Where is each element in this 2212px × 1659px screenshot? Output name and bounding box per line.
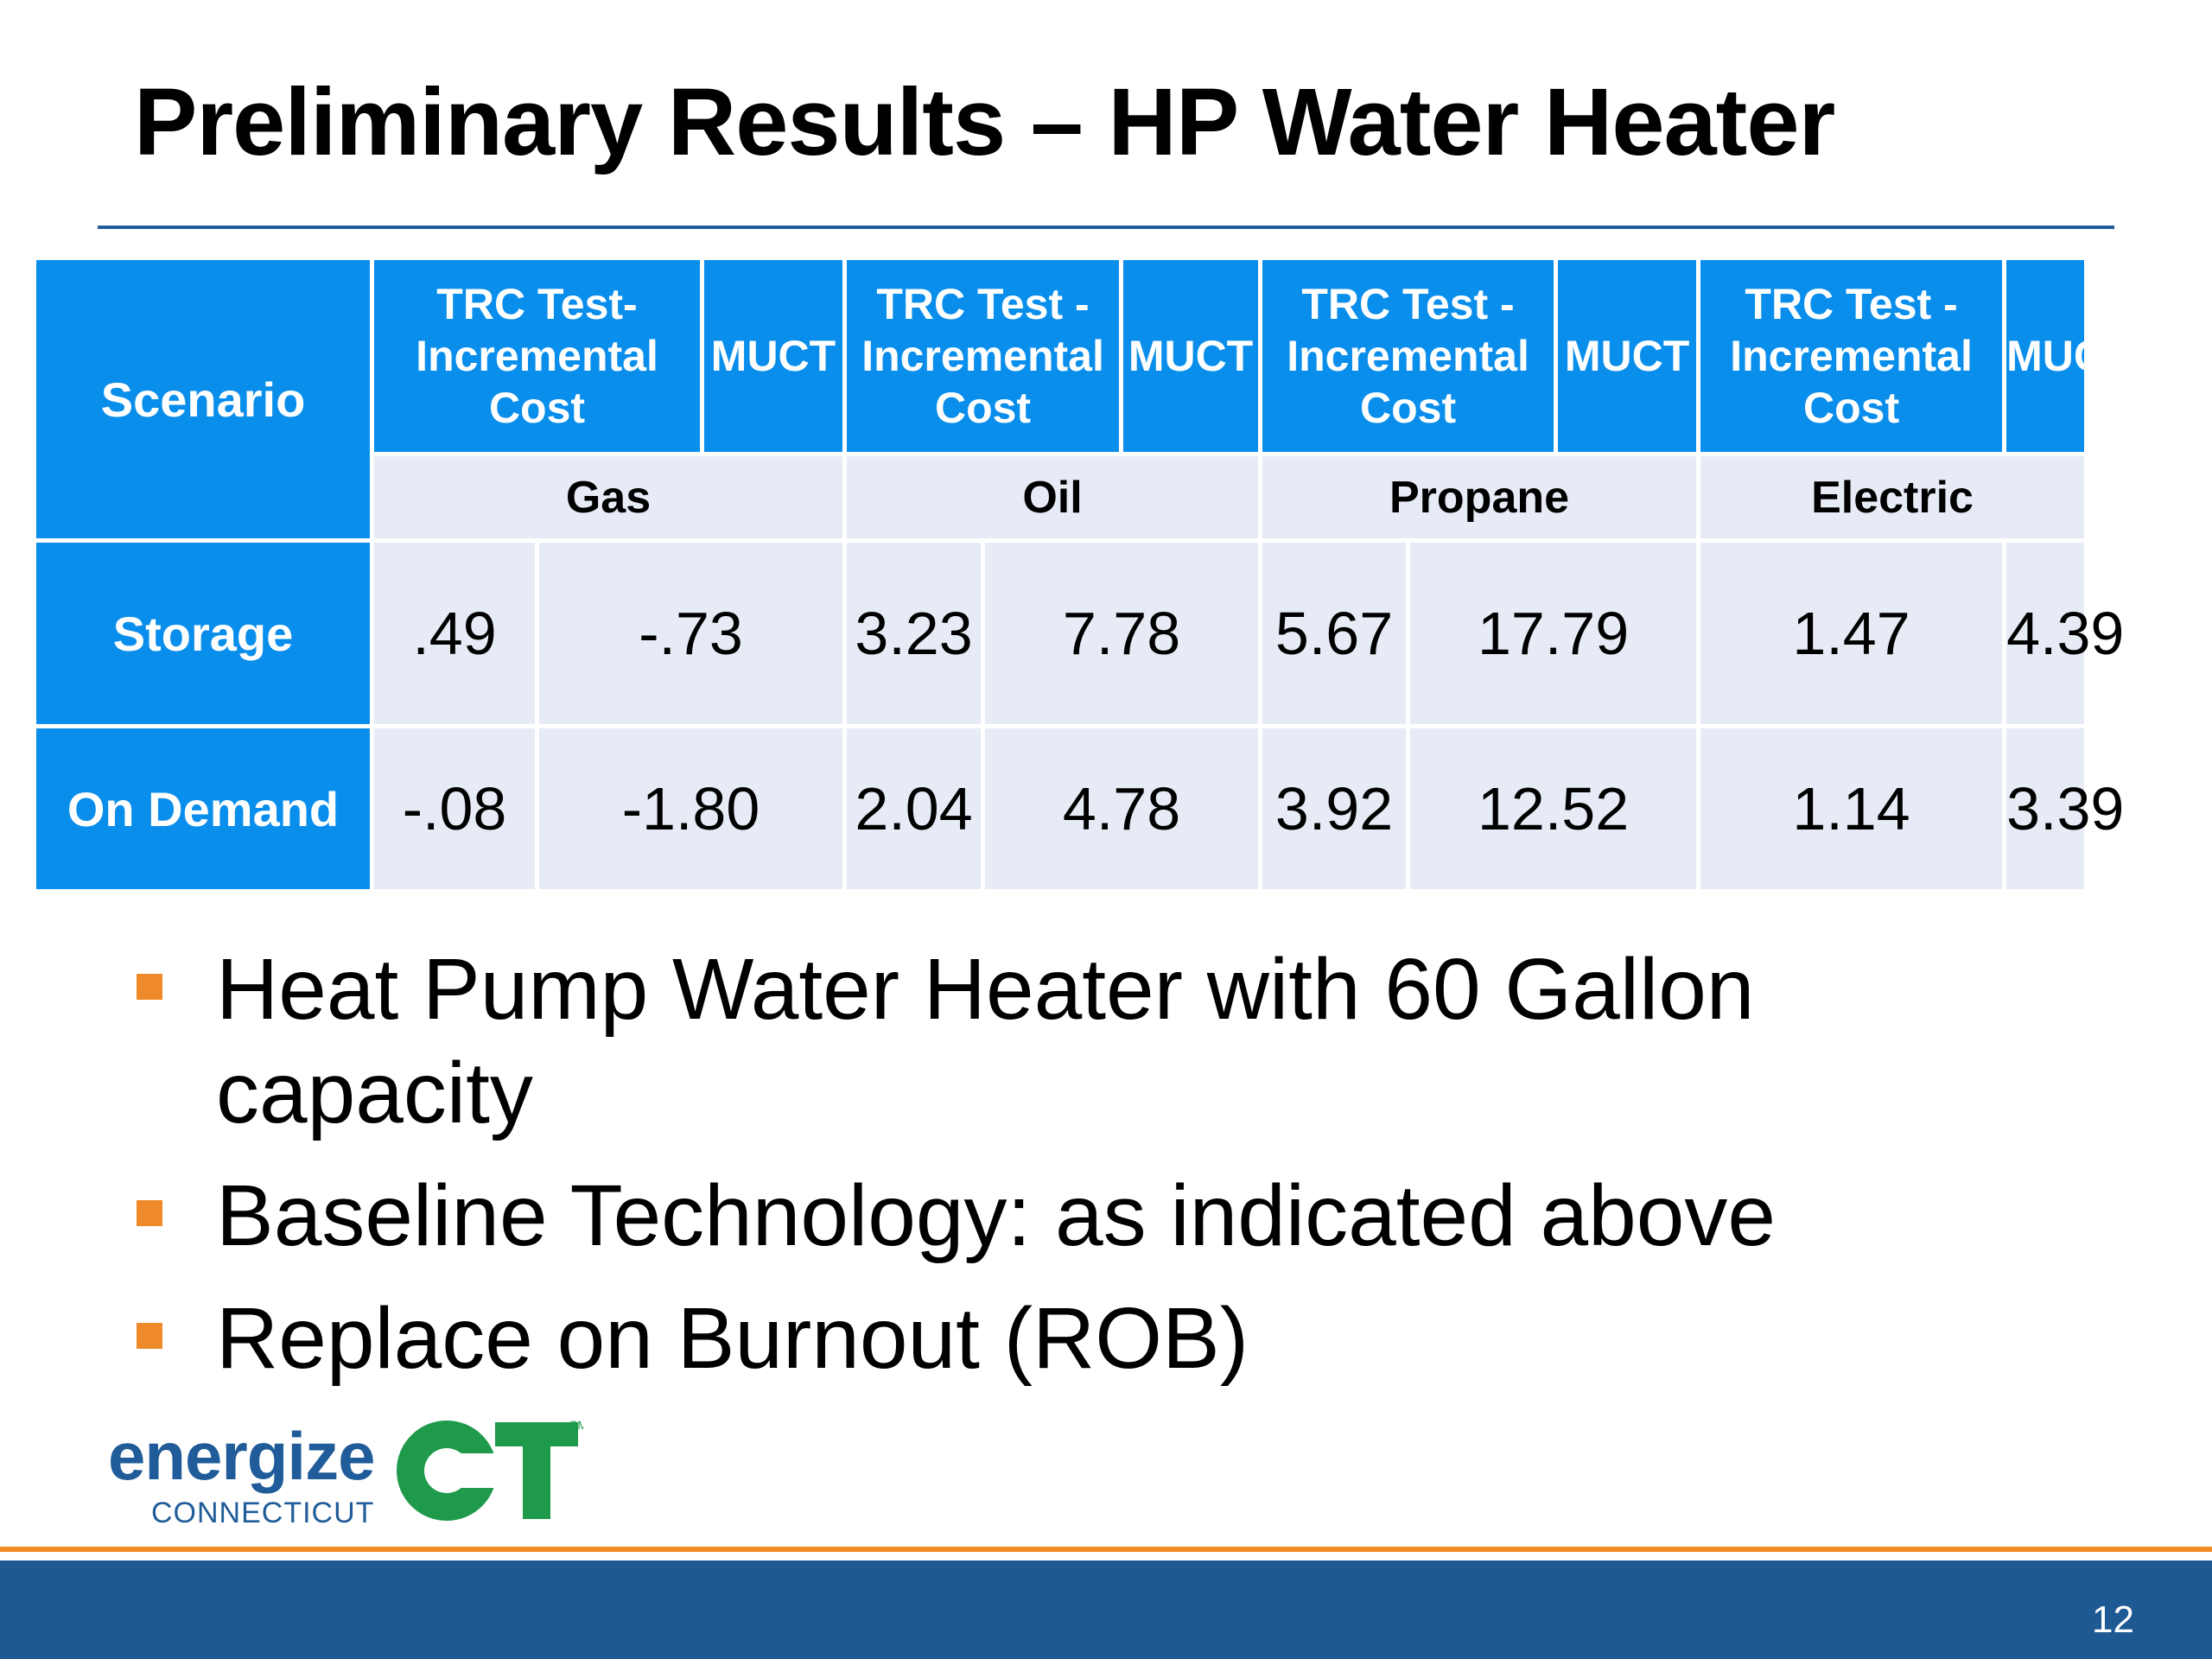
row-label-on-demand: On Demand: [36, 728, 370, 889]
bullet-list: Heat Pump Water Heater with 60 Gallon ca…: [130, 938, 1858, 1409]
bullet-item: Baseline Technology: as indicated above: [130, 1164, 1858, 1268]
results-table: Scenario TRC Test- Incremental Cost MUCT…: [32, 256, 2131, 893]
bullet-item: Heat Pump Water Heater with 60 Gallon ca…: [130, 938, 1858, 1145]
logo-sm-mark: SM: [569, 1418, 583, 1432]
fuel-header-electric: Electric: [1700, 456, 2084, 538]
title-divider: [98, 226, 2114, 229]
ct-logo-mark: SM: [397, 1418, 583, 1521]
fuel-header-gas: Gas: [374, 456, 843, 538]
cell-storage-electric-muct: 4.39: [2006, 543, 2124, 724]
cell-ondemand-gas-trc: -.08: [374, 728, 535, 889]
logo-wordmark: energize: [108, 1418, 375, 1494]
cell-storage-propane-muct: 17.79: [1410, 543, 1697, 724]
electric-muct-header: MUCT: [2006, 260, 2131, 452]
gas-trc-header: TRC Test- Incremental Cost: [374, 260, 701, 452]
cell-ondemand-oil-muct: 4.78: [985, 728, 1259, 889]
slide-title: Preliminary Results – HP Water Heater: [134, 69, 1835, 175]
square-bullet-icon: [137, 974, 162, 1000]
cell-storage-propane-trc: 5.67: [1262, 543, 1407, 724]
cell-ondemand-propane-muct: 12.52: [1410, 728, 1697, 889]
cell-storage-oil-trc: 3.23: [847, 543, 982, 724]
energize-ct-logo: energize CONNECTICUT SM: [108, 1417, 592, 1590]
propane-trc-header: TRC Test - Incremental Cost: [1262, 260, 1554, 452]
table-row: On Demand -.08 -1.80 2.04 4.78 3.92 12.5…: [36, 728, 2124, 889]
fuel-header-propane: Propane: [1262, 456, 1697, 538]
oil-trc-header: TRC Test - Incremental Cost: [847, 260, 1120, 452]
electric-trc-header: TRC Test - Incremental Cost: [1700, 260, 2003, 452]
square-bullet-icon: [137, 1323, 162, 1349]
footer-accent-line: [0, 1547, 2212, 1552]
cell-ondemand-electric-trc: 1.14: [1700, 728, 2003, 889]
cell-storage-oil-muct: 7.78: [985, 543, 1259, 724]
cell-storage-gas-trc: .49: [374, 543, 535, 724]
cell-storage-gas-muct: -.73: [539, 543, 843, 724]
bullet-text: Replace on Burnout (ROB): [216, 1290, 1249, 1387]
cell-ondemand-propane-trc: 3.92: [1262, 728, 1407, 889]
table-row: Storage .49 -.73 3.23 7.78 5.67 17.79 1.…: [36, 543, 2124, 724]
footer-band: [0, 1560, 2212, 1659]
cell-ondemand-electric-muct: 3.39: [2006, 728, 2124, 889]
scenario-header: Scenario: [36, 260, 370, 538]
square-bullet-icon: [137, 1200, 162, 1226]
logo-subtitle: CONNECTICUT: [151, 1497, 375, 1529]
propane-muct-header: MUCT: [1558, 260, 1697, 452]
bullet-item: Replace on Burnout (ROB): [130, 1287, 1858, 1390]
fuel-header-oil: Oil: [847, 456, 1259, 538]
oil-muct-header: MUCT: [1123, 260, 1259, 452]
row-label-storage: Storage: [36, 543, 370, 724]
cell-ondemand-oil-trc: 2.04: [847, 728, 982, 889]
page-number: 12: [2092, 1599, 2134, 1641]
bullet-text: Baseline Technology: as indicated above: [216, 1167, 1776, 1264]
bullet-text: Heat Pump Water Heater with 60 Gallon ca…: [216, 941, 1755, 1141]
cell-ondemand-gas-muct: -1.80: [539, 728, 843, 889]
gas-muct-header: MUCT: [704, 260, 843, 452]
cell-storage-electric-trc: 1.47: [1700, 543, 2003, 724]
